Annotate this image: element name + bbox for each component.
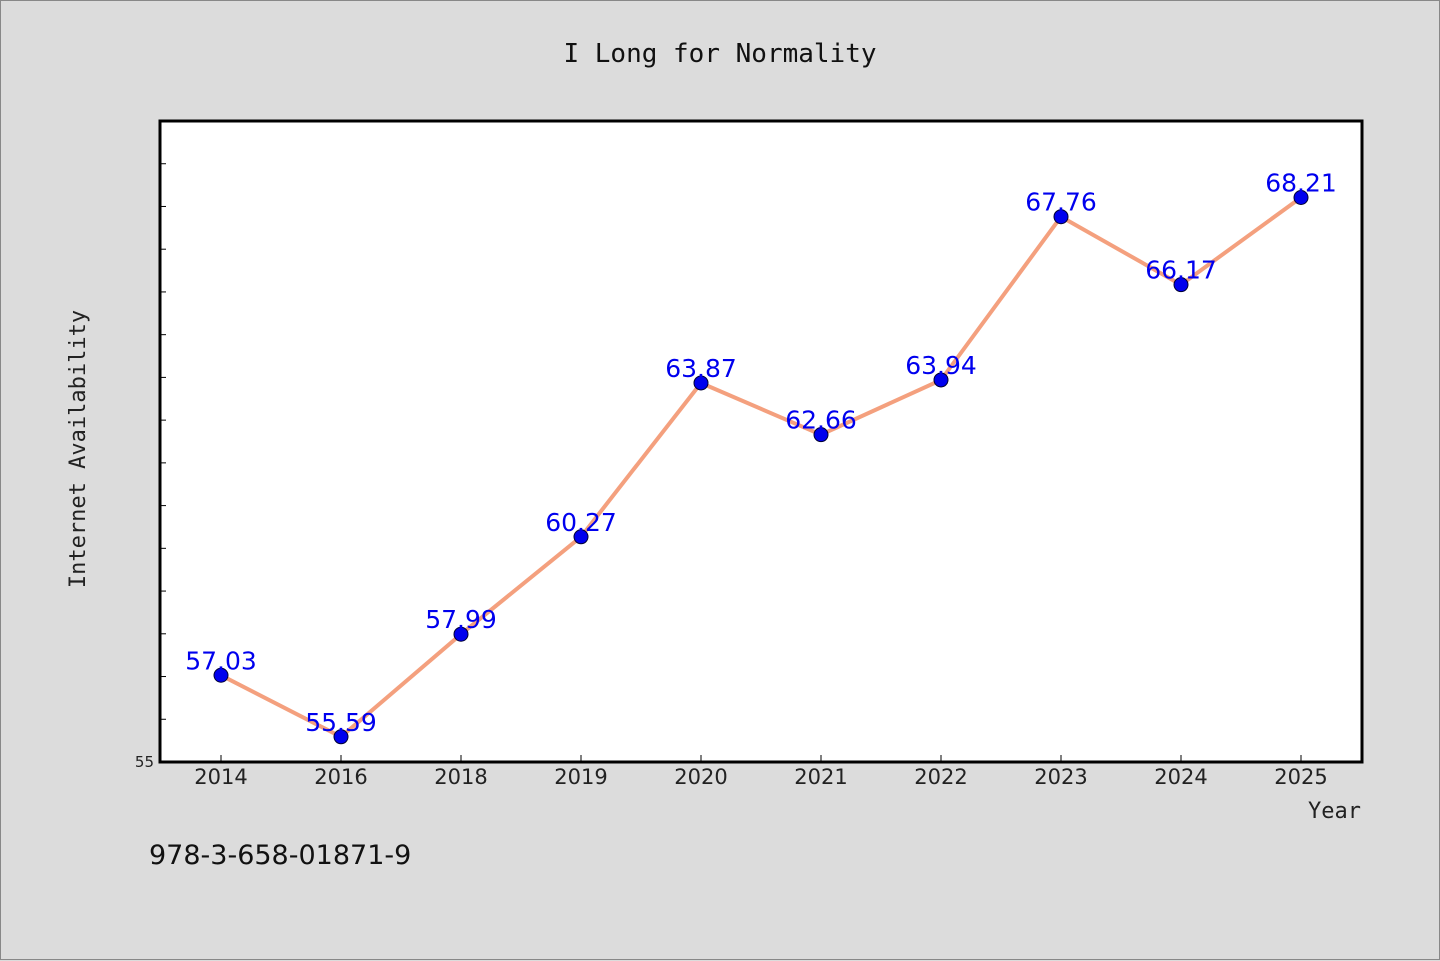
data-label: 57.03 [185, 646, 257, 675]
data-point-marker [333, 729, 349, 745]
data-label: 55.59 [305, 708, 377, 737]
series-markers [213, 189, 1309, 745]
series-line [219, 195, 1303, 739]
plot-area [158, 119, 1364, 764]
x-tick-label: 2021 [794, 765, 847, 789]
y-axis-tick-labels: 55 [135, 753, 154, 771]
chart-title: I Long for Normality [563, 39, 876, 69]
data-point-marker [693, 375, 709, 391]
x-tick-label: 2020 [674, 765, 727, 789]
isbn-label: 978-3-658-01871-9 [149, 840, 411, 871]
data-label: 60.27 [545, 508, 617, 537]
data-label: 68.21 [1265, 168, 1337, 197]
x-tick-label: 2014 [194, 765, 247, 789]
data-label: 66.17 [1145, 256, 1217, 285]
data-point-marker [813, 427, 829, 443]
data-point-marker [933, 372, 949, 388]
x-tick-label: 2019 [554, 765, 607, 789]
x-tick-label: 2024 [1154, 765, 1207, 789]
data-label: 57.99 [425, 605, 497, 634]
data-label: 62.66 [785, 406, 857, 435]
data-point-marker [1173, 277, 1189, 293]
y-axis-title: Internet Availability [66, 310, 91, 588]
data-point-marker [453, 626, 469, 642]
data-label: 67.76 [1025, 188, 1097, 217]
data-label: 63.87 [665, 354, 737, 383]
x-tick-label: 2016 [314, 765, 367, 789]
data-point-marker [1053, 209, 1069, 225]
data-labels: 57.03 55.59 57.99 60.27 63.87 62.66 63.94 67.76… [185, 168, 1337, 736]
y-axis-ticks [159, 120, 166, 763]
x-axis-tick-labels: 2014 2016 2018 2019 2020 2021 2022 2023 2024 2025 [194, 765, 1327, 789]
y-tick-label: 55 [135, 753, 154, 771]
x-axis-title: Year [1308, 799, 1361, 824]
data-point-marker [213, 667, 229, 683]
data-label: 63.94 [905, 351, 977, 380]
x-tick-label: 2018 [434, 765, 487, 789]
data-point-marker [1293, 189, 1309, 205]
data-point-marker [573, 529, 589, 545]
x-tick-label: 2023 [1034, 765, 1087, 789]
x-tick-label: 2025 [1274, 765, 1327, 789]
x-axis-ticks [220, 755, 1302, 762]
x-tick-label: 2022 [914, 765, 967, 789]
